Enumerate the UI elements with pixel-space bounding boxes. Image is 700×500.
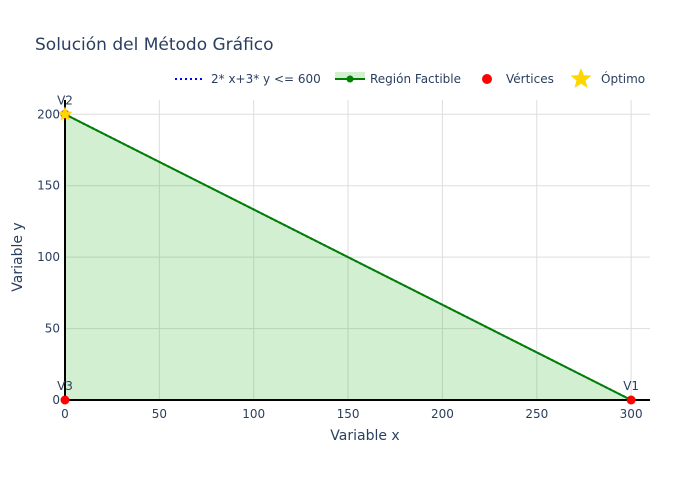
x-tick-label: 200 [431, 407, 454, 421]
vertex-label: V2 [57, 93, 73, 107]
grid [65, 100, 650, 400]
legend-label-optimum: Óptimo [601, 71, 645, 86]
y-tick-label: 100 [37, 250, 60, 264]
vertex-label: V3 [57, 379, 73, 393]
legend-swatch-vertices [482, 74, 492, 84]
vertex-marker [626, 395, 636, 405]
x-tick-label: 50 [152, 407, 167, 421]
legend-swatch-optimum [570, 68, 592, 88]
chart-title: Solución del Método Gráfico [35, 35, 274, 55]
x-tick-label: 300 [620, 407, 643, 421]
legend-label-vertices: Vértices [506, 72, 554, 86]
plot-area [65, 100, 650, 400]
x-axis-title: Variable x [330, 428, 399, 444]
y-tick-label: 50 [45, 322, 60, 336]
legend-swatch-region-dot [346, 75, 354, 83]
y-tick-labels: 0 50 100 150 200 [37, 107, 60, 407]
y-tick-label: 200 [37, 107, 60, 121]
axes [64, 100, 650, 401]
legend[interactable]: 2* x+3* y <= 600 Región Factible Vértices Ó… [175, 68, 645, 88]
x-tick-label: 250 [525, 407, 548, 421]
vertex-marker [60, 395, 70, 405]
markers: V1 V2 V3 [57, 93, 639, 405]
x-tick-label: 0 [61, 407, 69, 421]
legend-label-constraint: 2* x+3* y <= 600 [211, 72, 321, 86]
legend-label-region: Región Factible [370, 72, 461, 86]
y-axis-title: Variable y [10, 222, 26, 291]
x-tick-label: 150 [337, 407, 360, 421]
y-tick-label: 0 [52, 393, 60, 407]
x-tick-labels: 0 50 100 150 200 250 300 [61, 407, 642, 421]
y-tick-label: 150 [37, 179, 60, 193]
x-tick-label: 100 [242, 407, 265, 421]
optimum-star-marker [57, 106, 73, 121]
vertex-label: V1 [623, 379, 639, 393]
